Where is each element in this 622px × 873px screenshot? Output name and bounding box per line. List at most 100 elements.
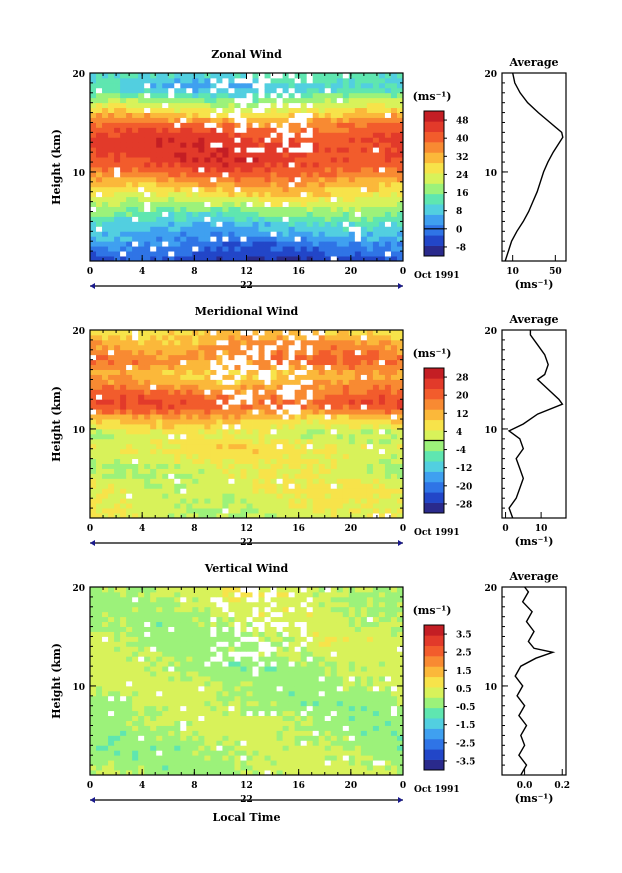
heatmap-cell: [378, 206, 386, 212]
heatmap-cell: [210, 127, 217, 133]
heatmap-cell: [294, 82, 302, 89]
heatmap-cell: [108, 344, 115, 351]
heatmap-cell: [258, 364, 265, 370]
heatmap-cell: [156, 201, 163, 207]
heatmap-cell: [198, 92, 205, 99]
heatmap-cell: [366, 147, 374, 153]
heatmap-cell: [144, 404, 151, 410]
heatmap-cell: [336, 216, 344, 222]
heatmap-cell: [156, 137, 163, 143]
heatmap-cell: [300, 715, 308, 721]
heatmap-cell: [348, 132, 356, 138]
heatmap-cell: [390, 498, 398, 504]
heatmap-cell: [360, 201, 368, 207]
x-tick-label: 8: [191, 267, 197, 277]
colorbar-swatch: [424, 245, 444, 257]
heatmap-cell: [294, 740, 302, 746]
heatmap-cell: [204, 137, 211, 143]
heatmap-cell: [366, 483, 374, 489]
heatmap-cell: [198, 745, 205, 751]
heatmap-cell: [210, 147, 217, 153]
heatmap-cell: [90, 231, 97, 237]
heatmap-cell: [138, 157, 145, 163]
heatmap-cell: [120, 735, 127, 741]
heatmap-cell: [348, 493, 356, 499]
heatmap-cell: [264, 122, 271, 128]
heatmap-cell: [156, 399, 163, 405]
heatmap-cell: [396, 755, 404, 761]
heatmap-cell: [132, 339, 139, 346]
heatmap-cell: [216, 142, 223, 148]
heatmap-cell: [246, 399, 253, 405]
heatmap-cell: [192, 251, 199, 257]
heatmap-cell: [120, 132, 127, 138]
heatmap-cell: [354, 171, 362, 178]
heatmap-cell: [366, 132, 374, 138]
heatmap-cell: [318, 448, 326, 455]
heatmap-cell: [150, 448, 157, 455]
heatmap-cell: [210, 740, 217, 746]
heatmap-cell: [138, 152, 145, 158]
heatmap-cell: [234, 251, 241, 257]
heatmap-cell: [384, 359, 392, 366]
heatmap-cell: [366, 369, 374, 375]
heatmap-cell: [114, 453, 121, 460]
heatmap-cell: [324, 102, 332, 109]
heatmap-cell: [312, 339, 320, 346]
heatmap-cell: [306, 369, 314, 375]
heatmap-cell: [276, 453, 284, 460]
heatmap-cell: [378, 468, 386, 474]
heatmap-cell: [396, 97, 404, 104]
heatmap-cell: [144, 354, 151, 361]
heatmap-cell: [162, 132, 169, 138]
heatmap-cell: [330, 206, 338, 212]
heatmap-cell: [294, 231, 302, 237]
heatmap-cell: [300, 503, 308, 509]
heatmap-cell: [192, 503, 199, 509]
heatmap-cell: [96, 87, 103, 94]
heatmap-cell: [330, 508, 338, 514]
heatmap-cell: [198, 256, 205, 262]
heatmap-cell: [366, 414, 374, 420]
heatmap-cell: [144, 339, 151, 346]
heatmap-cell: [306, 344, 314, 351]
heatmap-cell: [156, 473, 163, 479]
heatmap-cell: [264, 132, 271, 138]
heatmap-cell: [144, 394, 151, 400]
heatmap-cell: [180, 107, 187, 113]
heatmap-cell: [102, 498, 109, 504]
heatmap-cell: [264, 488, 271, 494]
heatmap-cell: [258, 339, 265, 346]
heatmap-cell: [228, 122, 235, 128]
heatmap-cell: [336, 374, 344, 380]
heatmap-cell: [162, 710, 169, 717]
heatmap-cell: [282, 409, 290, 415]
heatmap-cell: [366, 92, 374, 99]
heatmap-cell: [192, 725, 199, 731]
heatmap-cell: [384, 241, 392, 247]
heatmap-cell: [240, 186, 247, 193]
heatmap-cell: [150, 735, 157, 741]
heatmap-cell: [390, 394, 398, 400]
heatmap-cell: [312, 359, 320, 366]
heatmap-cell: [174, 176, 181, 183]
heatmap-cell: [300, 251, 308, 257]
heatmap-cell: [156, 384, 163, 390]
heatmap-cell: [198, 414, 205, 420]
heatmap-cell: [366, 167, 374, 173]
heatmap-cell: [342, 216, 350, 222]
heatmap-cell: [96, 498, 103, 504]
heatmap-cell: [108, 478, 115, 484]
heatmap-cell: [150, 488, 157, 494]
heatmap-cell: [132, 117, 139, 123]
heatmap-cell: [324, 369, 332, 375]
heatmap-cell: [126, 107, 133, 113]
heatmap-cell: [378, 216, 386, 222]
heatmap-cell: [108, 394, 115, 400]
panel-title: Zonal Wind: [211, 48, 282, 61]
heatmap-cell: [216, 453, 223, 460]
heatmap-cell: [108, 715, 115, 721]
heatmap-cell: [156, 97, 163, 104]
heatmap-cell: [342, 493, 350, 499]
heatmap-cell: [156, 389, 163, 395]
